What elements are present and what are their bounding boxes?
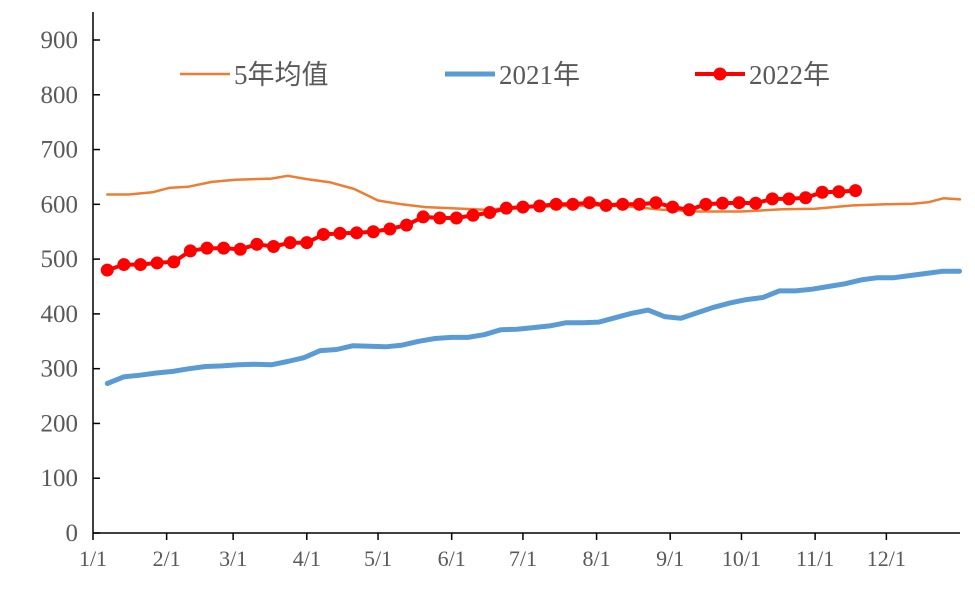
data-point	[483, 206, 497, 220]
series-line-0	[106, 174, 962, 213]
y-tick-label: 300	[41, 356, 79, 383]
data-point	[416, 210, 430, 224]
data-point	[715, 196, 729, 210]
data-point	[366, 225, 380, 239]
y-tick-label: 700	[41, 137, 79, 164]
data-point	[699, 197, 713, 211]
axes: 0 100 200 300 400 500 600 700 800 900 1/1 2/1 3/1 4/1…	[41, 12, 960, 571]
data-point	[832, 185, 846, 199]
data-point	[350, 226, 364, 240]
series-lines	[100, 174, 962, 386]
x-tick-label: 6/1	[438, 546, 466, 571]
data-point	[616, 197, 630, 211]
data-point	[599, 198, 613, 212]
x-tick-label: 10/1	[722, 546, 761, 571]
data-point	[582, 196, 596, 210]
data-point	[765, 192, 779, 206]
x-tick-label: 4/1	[293, 546, 321, 571]
data-point	[815, 185, 829, 199]
x-tick-label: 5/1	[364, 546, 392, 571]
data-point	[449, 211, 463, 225]
data-point	[749, 196, 763, 210]
x-tick-label: 8/1	[583, 546, 611, 571]
data-point	[316, 227, 330, 241]
data-point	[649, 196, 663, 210]
y-tick-label: 600	[41, 191, 79, 218]
data-point	[300, 236, 314, 250]
data-point	[183, 244, 197, 258]
data-point	[283, 236, 297, 250]
data-point	[100, 263, 114, 277]
y-tick-label: 100	[41, 465, 79, 492]
data-point	[233, 242, 247, 256]
data-point	[433, 211, 447, 225]
data-point	[250, 237, 264, 251]
y-tick-label: 800	[41, 82, 79, 109]
data-point	[566, 197, 580, 211]
x-tick-label: 1/1	[79, 546, 107, 571]
data-point	[666, 200, 680, 214]
series-line-2	[105, 188, 858, 273]
data-point	[848, 184, 862, 198]
y-tick-label: 0	[66, 520, 79, 547]
data-point	[150, 256, 164, 270]
data-point	[782, 192, 796, 206]
data-point	[400, 218, 414, 232]
data-point	[499, 201, 513, 215]
data-point	[217, 241, 231, 255]
data-point	[549, 197, 563, 211]
legend-label: 2022年	[749, 60, 830, 90]
y-tick-label: 200	[41, 410, 79, 437]
x-tick-label: 9/1	[656, 546, 684, 571]
data-point	[682, 203, 696, 217]
x-tick-label: 11/1	[796, 546, 834, 571]
data-point	[117, 258, 131, 272]
y-tick-label: 500	[41, 246, 79, 273]
legend-label: 2021年	[499, 60, 580, 90]
x-tick-label: 7/1	[509, 546, 537, 571]
legend-label: 5年均值	[234, 60, 329, 90]
legend: 5年均值 2021年 2022年	[180, 60, 830, 90]
data-point	[267, 240, 281, 254]
data-point	[134, 258, 148, 272]
data-point	[632, 197, 646, 211]
y-tick-label: 400	[41, 301, 79, 328]
data-point	[333, 226, 347, 240]
series-line-1	[104, 268, 962, 386]
data-point	[383, 222, 397, 236]
data-point	[799, 191, 813, 205]
data-point	[466, 208, 480, 222]
x-tick-label: 2/1	[153, 546, 181, 571]
data-point	[533, 199, 547, 213]
y-tick-label: 900	[41, 27, 79, 54]
data-point	[516, 200, 530, 214]
legend-marker	[713, 67, 727, 81]
x-tick-label: 3/1	[219, 546, 247, 571]
data-point	[167, 255, 181, 269]
x-tick-label: 12/1	[867, 546, 906, 571]
data-point	[732, 196, 746, 210]
data-point	[200, 241, 214, 255]
